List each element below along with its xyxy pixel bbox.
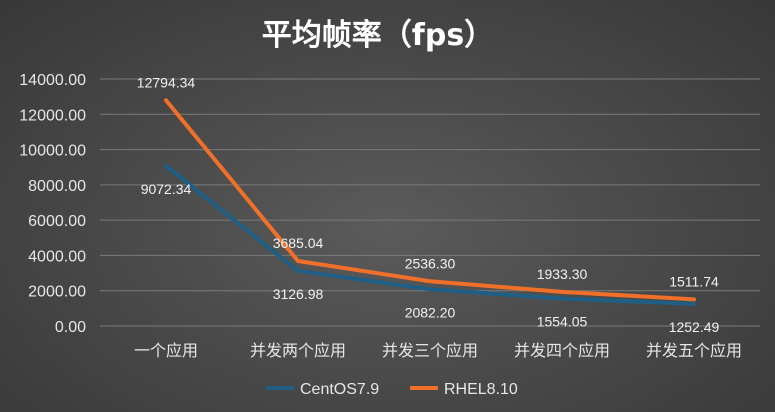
data-label: 9072.34 xyxy=(141,181,192,197)
y-axis-ticks: 0.00 2000.00 4000.00 6000.00 8000.00 10000.00… xyxy=(19,72,86,336)
y-tick-label: 14000.00 xyxy=(19,72,86,89)
data-label: 1933.30 xyxy=(537,266,588,282)
y-tick-label: 0.00 xyxy=(55,319,86,336)
x-category-label: 并发两个应用 xyxy=(250,341,346,360)
data-label: 2536.30 xyxy=(405,255,456,271)
data-label: 1252.49 xyxy=(669,319,720,335)
data-label: 3126.98 xyxy=(273,286,324,302)
x-category-label: 一个应用 xyxy=(134,341,198,360)
legend-label: CentOS7.9 xyxy=(300,381,379,398)
data-label: 12794.34 xyxy=(137,74,196,90)
data-label: 2082.20 xyxy=(405,304,456,320)
y-tick-label: 2000.00 xyxy=(28,284,86,301)
x-category-label: 并发五个应用 xyxy=(646,341,742,360)
data-label: 1511.74 xyxy=(669,273,719,289)
x-axis-categories: 一个应用 并发两个应用 并发三个应用 并发四个应用 并发五个应用 xyxy=(134,341,742,360)
chart-title: 平均帧率（fps） xyxy=(262,18,494,53)
legend: CentOS7.9 RHEL8.10 xyxy=(266,381,518,398)
series-line-rhel xyxy=(164,98,696,302)
y-tick-label: 6000.00 xyxy=(28,213,86,230)
y-tick-label: 4000.00 xyxy=(28,248,86,265)
series-line-centos xyxy=(164,163,696,306)
series-lines xyxy=(164,98,696,306)
y-tick-label: 8000.00 xyxy=(28,178,86,195)
x-category-label: 并发四个应用 xyxy=(514,341,610,360)
y-tick-label: 10000.00 xyxy=(19,143,86,160)
data-label: 3685.04 xyxy=(273,235,324,251)
legend-label: RHEL8.10 xyxy=(444,381,518,398)
y-tick-label: 12000.00 xyxy=(19,107,86,124)
data-label: 1554.05 xyxy=(537,314,588,330)
data-labels: 9072.34 3126.98 2082.20 1554.05 1252.49 12794… xyxy=(137,74,720,335)
gridlines xyxy=(100,78,760,327)
x-category-label: 并发三个应用 xyxy=(382,341,478,360)
